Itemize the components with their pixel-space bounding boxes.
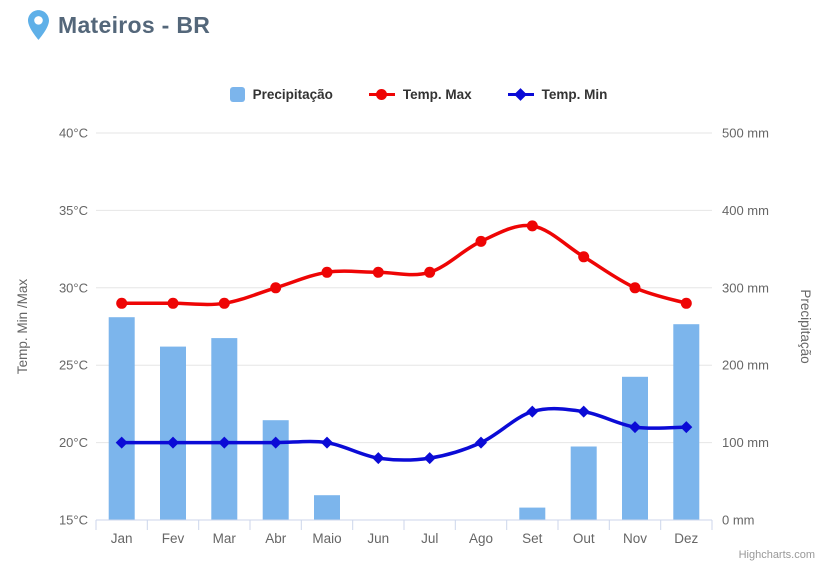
bar-set[interactable] bbox=[519, 507, 546, 520]
legend-item-temp-max[interactable]: Temp. Max bbox=[368, 87, 472, 102]
point-temp-min-set[interactable] bbox=[526, 405, 539, 418]
y-axis-label-left: 40°C bbox=[59, 126, 88, 141]
point-temp-max-fev[interactable] bbox=[167, 297, 179, 309]
precipitation-swatch bbox=[229, 87, 245, 102]
y-axis-title-right: Precipitação bbox=[798, 289, 813, 363]
location-pin-icon bbox=[28, 10, 49, 40]
point-temp-min-abr[interactable] bbox=[269, 436, 282, 449]
temp-max-marker-icon bbox=[368, 88, 395, 102]
point-temp-max-abr[interactable] bbox=[270, 282, 282, 294]
y-axis-label-right: 0 mm bbox=[722, 513, 755, 528]
page-title: Mateiros - BR bbox=[58, 11, 211, 38]
x-axis-label-jan: Jan bbox=[111, 531, 133, 546]
y-axis-label-right: 400 mm bbox=[722, 203, 769, 218]
point-temp-min-out[interactable] bbox=[577, 405, 590, 418]
point-temp-min-jul[interactable] bbox=[423, 452, 436, 465]
x-axis-label-jun: Jun bbox=[367, 531, 389, 546]
point-temp-min-nov[interactable] bbox=[629, 421, 641, 434]
line-temp-max bbox=[119, 223, 689, 307]
y-axis-label-left: 20°C bbox=[59, 435, 88, 450]
x-axis-label-mar: Mar bbox=[213, 531, 237, 546]
point-temp-min-jan[interactable] bbox=[115, 436, 128, 449]
legend-label: Temp. Min bbox=[541, 87, 608, 102]
point-temp-max-maio[interactable] bbox=[321, 266, 333, 278]
point-temp-min-mar[interactable] bbox=[218, 436, 231, 449]
x-axis-label-fev: Fev bbox=[162, 531, 185, 546]
x-axis-label-jul: Jul bbox=[421, 531, 438, 546]
x-axis-label-dez: Dez bbox=[674, 531, 698, 546]
point-temp-min-fev[interactable] bbox=[167, 436, 179, 449]
y-axis-label-right: 500 mm bbox=[722, 126, 769, 141]
point-temp-min-ago[interactable] bbox=[475, 436, 487, 449]
bar-out[interactable] bbox=[570, 446, 597, 521]
point-temp-max-out[interactable] bbox=[578, 251, 590, 263]
chart-legend: Precipitação Temp. Max Temp. Min bbox=[0, 87, 837, 102]
point-temp-max-jul[interactable] bbox=[424, 266, 436, 278]
point-temp-max-dez[interactable] bbox=[680, 297, 692, 309]
point-temp-max-mar[interactable] bbox=[218, 297, 230, 309]
point-temp-min-jun[interactable] bbox=[372, 452, 385, 465]
point-temp-min-maio[interactable] bbox=[321, 436, 333, 449]
point-temp-max-jun[interactable] bbox=[372, 266, 384, 278]
point-temp-max-ago[interactable] bbox=[475, 235, 487, 247]
highcharts-credits-link[interactable]: Highcharts.com bbox=[738, 549, 815, 561]
bar-fev[interactable] bbox=[160, 346, 186, 520]
point-temp-max-set[interactable] bbox=[526, 220, 538, 232]
legend-label: Precipitação bbox=[252, 87, 333, 102]
x-axis-label-nov: Nov bbox=[623, 531, 647, 546]
legend-item-temp-min[interactable]: Temp. Min bbox=[507, 87, 608, 102]
y-axis-label-left: 25°C bbox=[59, 358, 88, 373]
page-header: Mateiros - BR bbox=[28, 10, 210, 40]
y-axis-label-right: 100 mm bbox=[722, 435, 769, 450]
bar-nov[interactable] bbox=[622, 376, 648, 520]
x-axis-label-out: Out bbox=[573, 531, 595, 546]
bar-abr[interactable] bbox=[262, 420, 289, 520]
y-axis-title-left: Temp. Min /Max bbox=[15, 279, 30, 375]
point-temp-min-dez[interactable] bbox=[680, 421, 693, 434]
legend-label: Temp. Max bbox=[402, 87, 472, 102]
x-axis-label-set: Set bbox=[522, 531, 543, 546]
bar-jan[interactable] bbox=[108, 317, 135, 520]
y-axis-label-left: 35°C bbox=[59, 203, 88, 218]
y-axis-label-right: 300 mm bbox=[722, 280, 769, 295]
line-temp-min bbox=[119, 406, 689, 462]
y-axis-label-right: 200 mm bbox=[722, 358, 769, 373]
point-temp-max-nov[interactable] bbox=[629, 282, 641, 294]
x-axis-label-abr: Abr bbox=[265, 531, 287, 546]
y-axis-label-left: 15°C bbox=[59, 513, 88, 528]
y-axis-label-left: 30°C bbox=[59, 280, 88, 295]
bar-mar[interactable] bbox=[211, 338, 238, 520]
x-axis-label-ago: Ago bbox=[469, 531, 493, 546]
temp-min-marker-icon bbox=[507, 88, 534, 102]
x-axis-label-maio: Maio bbox=[312, 531, 341, 546]
point-temp-max-jan[interactable] bbox=[116, 297, 128, 309]
bar-maio[interactable] bbox=[314, 495, 340, 520]
legend-item-precipitation[interactable]: Precipitação bbox=[229, 87, 333, 102]
